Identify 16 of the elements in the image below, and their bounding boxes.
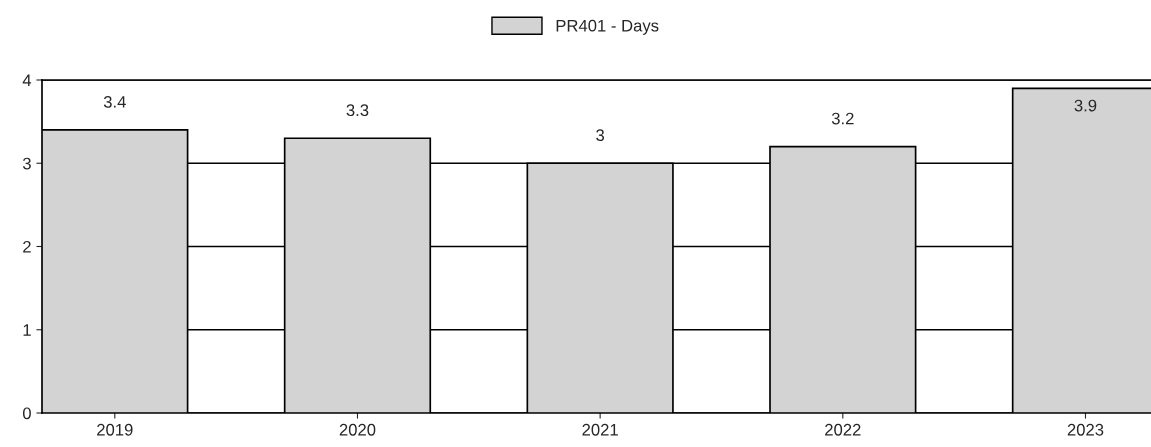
x-tick-label: 2021 [582, 423, 618, 436]
x-tick-label: 2023 [1067, 423, 1104, 436]
y-tick-label: 2 [23, 240, 31, 253]
data-label: 3.9 [1074, 99, 1097, 112]
legend-label: PR401 - Days [556, 19, 659, 35]
y-tick-label: 4 [22, 74, 32, 87]
x-tick-label: 2020 [339, 423, 376, 436]
x-tick-label: 2019 [97, 423, 133, 436]
y-tick-label: 1 [23, 324, 31, 336]
data-label: 3 [596, 129, 605, 142]
y-tick-label: 3 [22, 157, 31, 170]
y-tick-label: 0 [22, 407, 31, 420]
data-label: 3.3 [346, 104, 369, 117]
x-tick-label: 2022 [825, 423, 861, 436]
data-label: 3.4 [103, 95, 126, 108]
data-label: 3.2 [831, 112, 854, 125]
